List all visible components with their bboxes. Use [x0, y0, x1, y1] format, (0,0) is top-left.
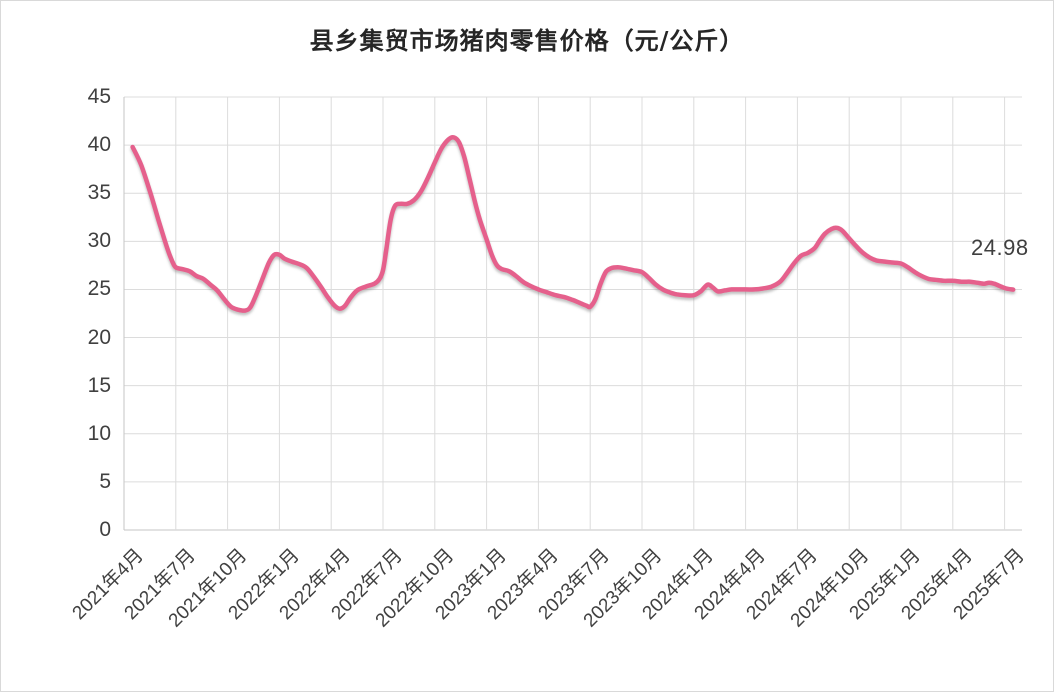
price-line-series — [130, 134, 1016, 313]
gridlines — [123, 96, 1022, 531]
chart-title: 县乡集贸市场猪肉零售价格（元/公斤） — [309, 26, 745, 55]
pork-price-line — [130, 134, 1016, 313]
